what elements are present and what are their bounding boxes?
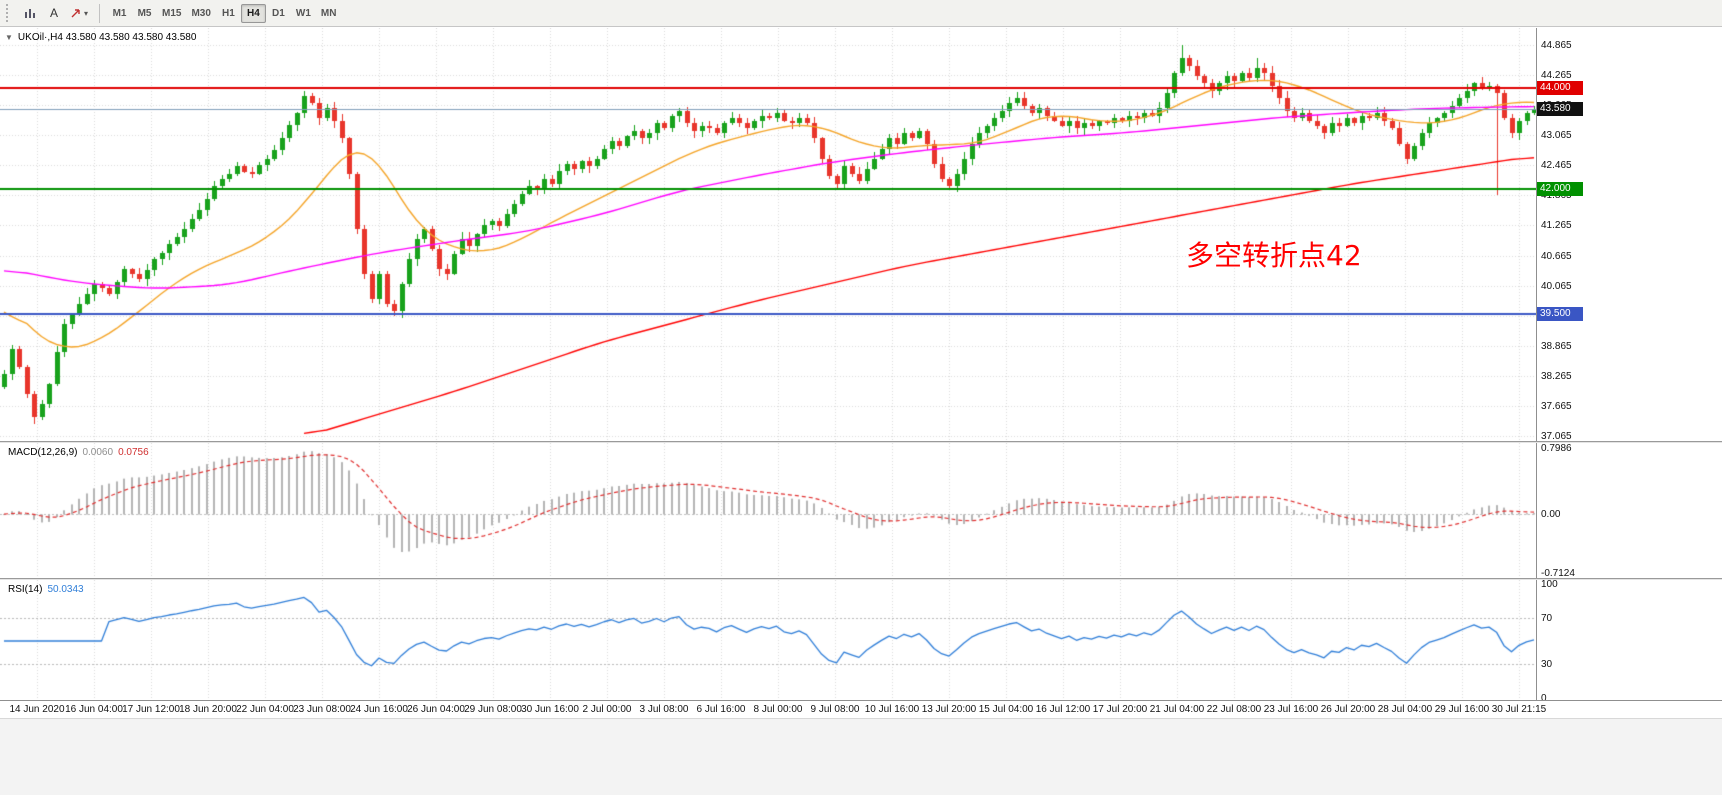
- time-label: 18 Jun 20:00: [179, 704, 237, 715]
- scale-border: [1536, 28, 1537, 700]
- chevron-down-icon: ▾: [84, 8, 89, 18]
- toolbar: A ▾ M1 M5 M15 M30 H1 H4 D1 W1 MN: [0, 0, 1722, 27]
- time-label: 22 Jun 04:00: [236, 704, 294, 715]
- price-scale-label: 44.265: [1541, 70, 1572, 82]
- axis-border: [0, 700, 1722, 701]
- time-label: 6 Jul 16:00: [696, 704, 746, 715]
- text-tool-label: A: [49, 6, 58, 20]
- text-tool-button[interactable]: A: [42, 3, 66, 24]
- arrows-tool-button[interactable]: ▾: [66, 3, 92, 24]
- timeframe-button-m5[interactable]: M5: [132, 4, 157, 23]
- macd-scale-min: -0.7124: [1541, 568, 1575, 579]
- price-scale-label: 42.465: [1541, 160, 1572, 172]
- time-label: 29 Jun 08:00: [464, 704, 522, 715]
- chart-annotation[interactable]: 多空转折点42: [1186, 239, 1362, 272]
- macd-header: MACD(12,26,9) 0.0060 0.0756: [8, 447, 149, 458]
- time-label: 3 Jul 08:00: [639, 704, 689, 715]
- time-label: 13 Jul 20:00: [921, 704, 977, 715]
- price-badge-42.000: 42.000: [1537, 181, 1583, 196]
- rsi-label: RSI(14): [8, 584, 43, 595]
- time-label: 14 Jun 2020: [9, 704, 65, 715]
- toolbar-separator: [99, 3, 101, 23]
- price-scale-label: 38.865: [1541, 340, 1572, 352]
- panel-divider[interactable]: [0, 441, 1722, 443]
- time-label: 23 Jun 08:00: [293, 704, 351, 715]
- bar-chart-icon: [25, 9, 35, 18]
- time-label: 30 Jun 16:00: [521, 704, 579, 715]
- time-label: 16 Jul 12:00: [1035, 704, 1091, 715]
- time-label: 28 Jul 04:00: [1377, 704, 1433, 715]
- time-label: 8 Jul 00:00: [753, 704, 803, 715]
- macd-signal-value: 0.0756: [118, 447, 149, 458]
- rsi-header: RSI(14) 50.0343: [8, 584, 84, 595]
- time-label: 30 Jul 21:15: [1491, 704, 1547, 715]
- price-scale-label: 38.265: [1541, 370, 1572, 382]
- time-label: 21 Jul 04:00: [1149, 704, 1205, 715]
- price-scale-label: 37.665: [1541, 400, 1572, 412]
- price-scale-label: 41.865: [1541, 190, 1572, 202]
- rsi-scale-label: 100: [1541, 579, 1558, 590]
- bottom-spacer: [0, 718, 1722, 795]
- time-label: 26 Jun 04:00: [407, 704, 465, 715]
- timeframe-button-m1[interactable]: M1: [107, 4, 132, 23]
- time-axis[interactable]: 14 Jun 2020 16 Jun 04:00 17 Jun 12:00 18 Ju…: [0, 701, 1722, 718]
- time-label: 2 Jul 00:00: [582, 704, 632, 715]
- macd-scale-zero: 0.00: [1541, 509, 1561, 521]
- price-badge-39.500: 39.500: [1537, 306, 1583, 321]
- timeframe-group: M1 M5 M15 M30 H1 H4 D1 W1 MN: [107, 3, 342, 23]
- price-scale[interactable]: [1537, 28, 1722, 700]
- price-chart-canvas[interactable]: [0, 28, 1536, 441]
- time-label: 16 Jun 04:00: [65, 704, 123, 715]
- price-scale-label: 40.065: [1541, 280, 1572, 292]
- price-badge-44.000: 44.000: [1537, 81, 1583, 96]
- time-label: 9 Jul 08:00: [810, 704, 860, 715]
- macd-label: MACD(12,26,9): [8, 447, 78, 458]
- timeframe-button-h4[interactable]: H4: [240, 3, 266, 23]
- timeframe-button-h1[interactable]: H1: [216, 4, 241, 23]
- time-label: 29 Jul 16:00: [1434, 704, 1490, 715]
- time-label: 15 Jul 04:00: [978, 704, 1034, 715]
- macd-panel-canvas[interactable]: [0, 443, 1536, 578]
- price-scale-label: 43.065: [1541, 130, 1572, 142]
- symbol-ohlc-text: UKOil·,H4 43.580 43.580 43.580 43.580: [17, 32, 197, 43]
- chart-collapse-icon[interactable]: ▼: [5, 33, 13, 42]
- toolbar-drag-handle[interactable]: [6, 4, 12, 22]
- time-label: 22 Jul 08:00: [1206, 704, 1262, 715]
- timeframe-button-w1[interactable]: W1: [291, 4, 316, 23]
- time-label: 10 Jul 16:00: [864, 704, 920, 715]
- chart-tool-button[interactable]: [18, 3, 42, 24]
- macd-scale-max: 0.7986: [1541, 443, 1572, 454]
- time-label: 17 Jul 20:00: [1092, 704, 1148, 715]
- rsi-scale-label: 70: [1541, 613, 1553, 625]
- macd-main-value: 0.0060: [82, 447, 114, 458]
- time-label: 26 Jul 20:00: [1320, 704, 1376, 715]
- arrow-icon: [71, 9, 80, 18]
- price-scale-label: 44.865: [1541, 40, 1572, 51]
- timeframe-button-m15[interactable]: M15: [157, 4, 186, 23]
- timeframe-button-d1[interactable]: D1: [266, 4, 291, 23]
- rsi-scale-label: 0: [1541, 693, 1547, 704]
- price-scale-label: 37.065: [1541, 430, 1572, 442]
- price-scale-label: 41.265: [1541, 220, 1572, 232]
- time-label: 23 Jul 16:00: [1263, 704, 1319, 715]
- time-label: 17 Jun 12:00: [122, 704, 180, 715]
- time-label: 24 Jun 16:00: [350, 704, 408, 715]
- timeframe-button-m30[interactable]: M30: [186, 4, 215, 23]
- rsi-panel-canvas[interactable]: [0, 580, 1536, 700]
- price-badge-43.580: 43.580: [1537, 102, 1583, 117]
- rsi-scale-label: 30: [1541, 658, 1553, 670]
- rsi-value: 50.0343: [47, 584, 84, 595]
- panel-divider[interactable]: [0, 578, 1722, 580]
- symbol-info: ▼ UKOil·,H4 43.580 43.580 43.580 43.580: [5, 32, 196, 43]
- timeframe-button-mn[interactable]: MN: [316, 4, 342, 23]
- price-scale-label: 40.665: [1541, 250, 1572, 262]
